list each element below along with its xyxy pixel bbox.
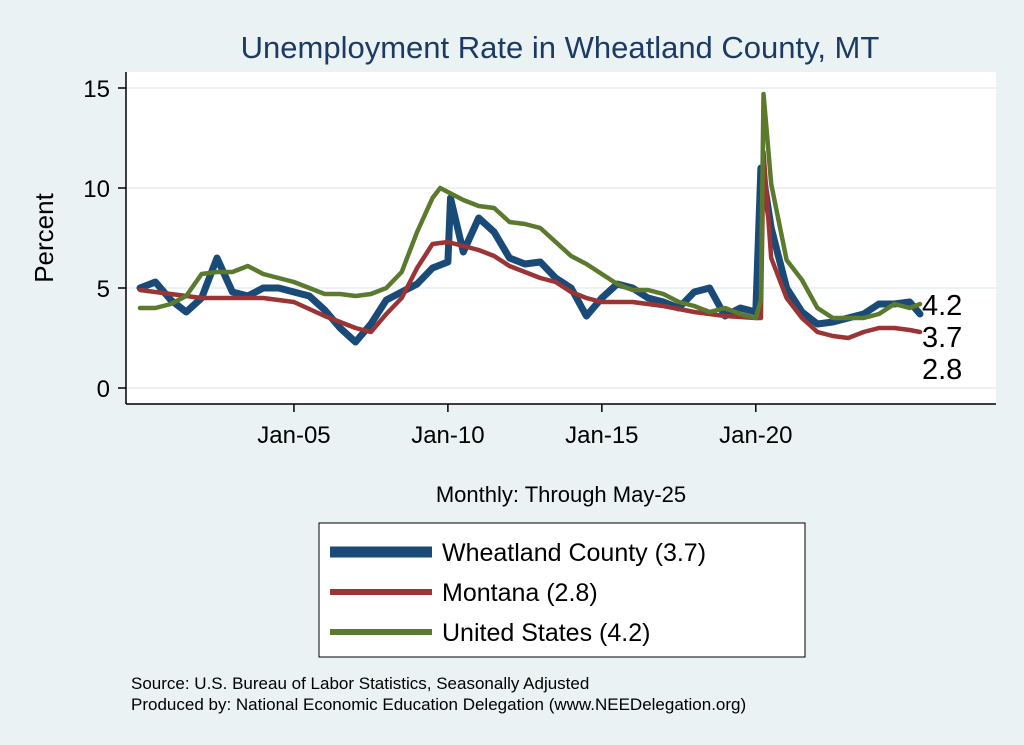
end-value-label: 2.8 — [922, 354, 962, 386]
legend-label: Montana (2.8) — [442, 579, 598, 607]
legend-label: Wheatland County (3.7) — [442, 539, 706, 567]
end-value-label: 3.7 — [922, 322, 962, 354]
legend: Wheatland County (3.7) Montana (2.8) Unite… — [330, 539, 706, 647]
y-tick-label: 5 — [97, 276, 110, 303]
series-line-1 — [137, 149, 923, 341]
legend-label: United States (4.2) — [442, 619, 650, 647]
end-labels: 4.23.72.8 — [922, 290, 962, 386]
chart-title: Unemployment Rate in Wheatland County, M… — [241, 30, 880, 65]
plot-area — [126, 72, 996, 404]
y-axis-label: Percent — [29, 192, 59, 282]
y-tick-label: 15 — [83, 76, 110, 103]
series-line-0 — [136, 164, 924, 346]
y-tick-label: 10 — [83, 176, 110, 203]
x-tick-label: Jan-05 — [257, 422, 330, 449]
y-tick-label: 0 — [97, 376, 110, 403]
x-ticks: Jan-05 Jan-10 Jan-15 Jan-20 — [257, 404, 792, 449]
series-line-2 — [137, 91, 923, 321]
x-tick-label: Jan-20 — [719, 422, 792, 449]
end-value-label: 4.2 — [922, 290, 962, 322]
x-tick-label: Jan-15 — [565, 422, 638, 449]
source-note: Source: U.S. Bureau of Labor Statistics,… — [131, 674, 589, 693]
y-ticks: 0 5 10 15 — [83, 76, 126, 403]
producer-note: Produced by: National Economic Education… — [131, 695, 746, 714]
x-tick-label: Jan-10 — [411, 422, 484, 449]
series-lines — [136, 91, 924, 346]
x-axis-note: Monthly: Through May-25 — [436, 482, 686, 507]
